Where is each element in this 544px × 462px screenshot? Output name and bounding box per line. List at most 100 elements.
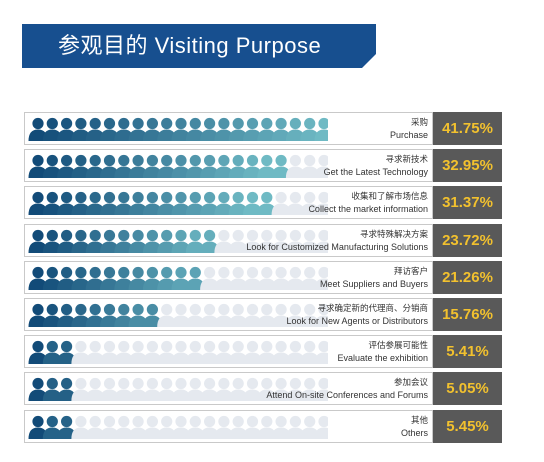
person-icon — [71, 229, 91, 253]
person-icon — [28, 378, 48, 402]
person-icon — [114, 229, 134, 253]
person-icon — [257, 229, 277, 253]
person-icon — [271, 378, 291, 402]
person-icon — [42, 415, 62, 439]
person-icon — [285, 303, 305, 327]
person-icon — [142, 155, 162, 179]
purpose-label: 参加会议 Attend On-site Conferences and Forum… — [208, 376, 428, 401]
person-icon — [57, 155, 77, 179]
person-icon — [28, 341, 48, 365]
person-icon — [214, 155, 234, 179]
person-icon — [42, 192, 62, 216]
person-icon — [285, 117, 305, 141]
person-icon — [128, 378, 148, 402]
person-icon — [28, 303, 48, 327]
person-icon — [42, 155, 62, 179]
person-icon-strip — [28, 378, 328, 402]
person-icon — [300, 266, 320, 290]
person-icon — [228, 155, 248, 179]
person-icon — [157, 303, 177, 327]
person-icon — [257, 303, 277, 327]
purpose-label-en: Evaluate the exhibition — [337, 353, 428, 364]
person-icon — [71, 415, 91, 439]
person-icon — [114, 303, 134, 327]
person-icon — [100, 303, 119, 327]
person-icon — [28, 192, 48, 216]
person-icon — [271, 117, 291, 141]
person-icon — [214, 117, 234, 141]
person-icon — [200, 155, 220, 179]
purpose-label-zh: 寻求新技术 — [385, 154, 428, 165]
person-icon — [71, 266, 91, 290]
person-icon — [114, 341, 134, 365]
person-icon — [300, 378, 320, 402]
page-title: 参观目的 Visiting Purpose — [58, 33, 322, 58]
purpose-row: 采购 Purchase 41.75% — [24, 112, 502, 145]
person-icon — [128, 155, 148, 179]
person-icon — [42, 229, 62, 253]
person-icon — [314, 266, 328, 290]
person-icon-strip — [28, 415, 328, 439]
person-icon — [228, 192, 248, 216]
person-icon — [100, 117, 119, 141]
person-icon — [171, 229, 191, 253]
data-label: 23.72% — [433, 223, 502, 257]
person-icon — [285, 341, 305, 365]
purpose-label-en: Attend On-site Conferences and Forums — [266, 390, 428, 401]
person-icon — [42, 303, 62, 327]
person-icon — [42, 266, 62, 290]
person-icon — [200, 341, 220, 365]
person-icon — [271, 192, 291, 216]
person-icon — [128, 192, 148, 216]
person-icon — [71, 378, 91, 402]
person-icon — [200, 378, 220, 402]
person-icon — [57, 117, 77, 141]
person-icon — [171, 117, 191, 141]
person-icon — [243, 266, 262, 290]
person-icon — [128, 229, 148, 253]
person-icon — [228, 415, 248, 439]
person-icon — [200, 192, 220, 216]
person-icon — [214, 266, 234, 290]
person-icon — [100, 378, 119, 402]
person-icon — [228, 229, 248, 253]
person-icon — [300, 303, 320, 327]
person-icon — [171, 378, 191, 402]
person-icon — [85, 117, 105, 141]
person-icon — [214, 192, 234, 216]
person-icon — [114, 155, 134, 179]
person-icon — [142, 192, 162, 216]
purpose-label-en: Look for Customized Manufacturing Soluti… — [246, 241, 428, 252]
person-icon — [114, 266, 134, 290]
person-icon — [243, 229, 262, 253]
person-icon — [228, 303, 248, 327]
purpose-label: 寻求特殊解决方案 Look for Customized Manufacturin… — [208, 228, 428, 253]
person-icon — [285, 192, 305, 216]
person-icon — [157, 266, 177, 290]
purpose-row: 参加会议 Attend On-site Conferences and Forum… — [24, 372, 502, 406]
purpose-row: 拜访客户 Meet Suppliers and Buyers 21.26% — [24, 260, 502, 294]
person-icon — [314, 155, 328, 179]
person-icon — [271, 229, 291, 253]
person-icon — [171, 192, 191, 216]
person-icon — [128, 415, 148, 439]
person-icon — [71, 155, 91, 179]
person-icon — [228, 117, 248, 141]
person-icon — [185, 229, 205, 253]
purpose-row: 寻求确定新的代理商、分销商 Look for New Agents or Dist… — [24, 298, 502, 331]
purpose-label-zh: 采购 — [410, 117, 428, 127]
person-icon — [157, 341, 177, 365]
person-icon — [85, 303, 105, 327]
person-icon — [314, 229, 328, 253]
person-icon — [214, 229, 234, 253]
person-icon — [171, 155, 191, 179]
person-icon — [57, 341, 77, 365]
person-icon — [85, 341, 105, 365]
person-icon — [85, 378, 105, 402]
person-icon — [28, 229, 48, 253]
person-icon — [128, 266, 148, 290]
person-icon — [300, 155, 320, 179]
person-icon — [185, 266, 205, 290]
person-icon — [314, 341, 328, 365]
purpose-row: 其他 Others 5.45% — [24, 409, 502, 443]
